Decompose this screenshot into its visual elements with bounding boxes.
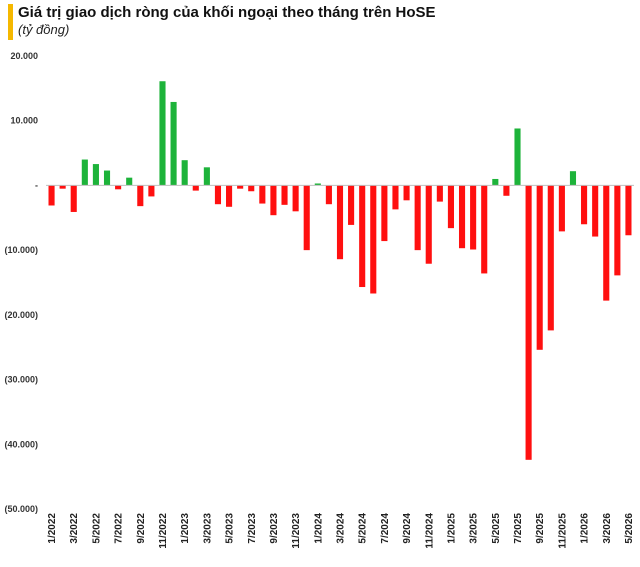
y-tick-label: (30.000) [4, 375, 38, 385]
x-tick-label: 3/2022 [69, 513, 80, 544]
x-tick-label: 5/2023 [225, 513, 236, 544]
bar-5-2026 [625, 185, 632, 236]
bar-7-2023 [248, 185, 255, 192]
bar-2-2025 [458, 185, 466, 249]
bar-6-2024 [370, 185, 377, 294]
bar-4-2022 [81, 159, 88, 186]
y-tick-label: (10.000) [4, 245, 38, 255]
x-tick-label: 1/2022 [47, 513, 58, 544]
bar-10-2024 [414, 185, 421, 251]
bar-8-2022 [126, 177, 133, 186]
y-axis: 20.000 10.000 - (10.000) (20.000) (30.000) (40… [4, 51, 38, 514]
x-tick-label: 11/2024 [424, 513, 435, 549]
x-tick-label: 9/2022 [136, 513, 147, 544]
y-tick-label: 10.000 [10, 116, 38, 126]
chart-title: Giá trị giao dịch ròng của khối ngoại th… [18, 4, 436, 21]
bar-4-2025 [481, 185, 488, 274]
x-tick-label: 1/2024 [313, 513, 324, 544]
x-tick-label: 11/2022 [158, 513, 169, 549]
bar-12-2025 [569, 171, 577, 186]
bar-1-2023 [181, 160, 188, 186]
bar-8-2024 [392, 185, 399, 210]
bar-5-2022 [92, 164, 99, 186]
x-tick-label: 1/2023 [180, 513, 191, 544]
bar-3-2024 [336, 185, 344, 260]
bar-9-2025 [536, 185, 543, 350]
bar-10-2023 [281, 185, 288, 205]
bar-2-2024 [325, 185, 332, 205]
bar-9-2024 [403, 185, 410, 201]
x-tick-label: 5/2025 [491, 513, 502, 544]
bar-11-2025 [558, 185, 565, 232]
bar-12-2023 [303, 185, 310, 251]
bar-7-2024 [381, 185, 388, 242]
bar-7-2022 [115, 185, 122, 190]
bar-3-2026 [603, 185, 610, 301]
bar-8-2023 [259, 185, 266, 204]
x-tick-label: 3/2024 [336, 513, 347, 544]
x-tick-label: 9/2025 [535, 513, 546, 544]
x-tick-label: 7/2025 [513, 513, 524, 544]
bar-8-2025 [525, 185, 532, 460]
x-tick-label: 5/2022 [91, 513, 102, 544]
title-accent-bar [8, 4, 13, 40]
x-tick-label: 7/2023 [247, 513, 258, 544]
bar-4-2023 [214, 185, 222, 205]
bar-5-2025 [492, 178, 499, 186]
y-tick-label: 20.000 [10, 51, 38, 61]
y-tick-label: - [35, 180, 38, 190]
x-tick-label: 3/2025 [469, 513, 480, 544]
bar-7-2025 [514, 128, 521, 186]
bar-1-2024 [314, 183, 321, 186]
bar-10-2022 [148, 185, 155, 197]
x-tick-label: 11/2023 [291, 513, 302, 549]
bar-6-2023 [237, 185, 244, 189]
chart-subtitle: (tỷ đồng) [18, 22, 70, 37]
x-tick-label: 1/2026 [580, 513, 591, 544]
bar-11-2022 [159, 81, 166, 186]
x-axis: 1/2022 3/2022 5/2022 7/2022 9/2022 11/2022 1/2… [47, 513, 635, 549]
x-tick-label: 5/2024 [358, 513, 369, 544]
bar-9-2023 [270, 185, 277, 216]
bar-5-2024 [359, 185, 366, 288]
bar-1-2022 [48, 185, 55, 206]
x-tick-label: 3/2026 [602, 513, 613, 544]
bar-10-2025 [547, 185, 554, 331]
bar-6-2025 [503, 185, 510, 196]
y-tick-label: (20.000) [4, 310, 38, 320]
x-tick-label: 7/2022 [114, 513, 125, 544]
x-tick-label: 1/2025 [446, 513, 457, 544]
y-tick-label: (50.000) [4, 504, 38, 514]
bar-3-2025 [470, 185, 477, 250]
bar-5-2023 [226, 185, 233, 207]
bar-1-2026 [581, 185, 588, 225]
bar-3-2023 [203, 167, 210, 186]
bar-11-2023 [292, 185, 299, 212]
x-tick-label: 5/2026 [624, 513, 635, 544]
bar-4-2026 [614, 185, 621, 276]
bar-3-2022 [70, 185, 77, 212]
x-tick-label: 9/2023 [269, 513, 280, 544]
bar-2-2023 [192, 185, 199, 191]
bar-6-2022 [103, 170, 111, 186]
x-tick-label: 3/2023 [202, 513, 213, 544]
x-tick-label: 11/2025 [557, 513, 568, 549]
bar-12-2024 [436, 185, 443, 202]
bar-11-2024 [425, 185, 432, 264]
bar-2-2026 [592, 185, 599, 237]
y-tick-label: (40.000) [4, 439, 38, 449]
bar-4-2024 [348, 185, 355, 225]
bar-2-2022 [59, 185, 66, 189]
bar-12-2022 [170, 101, 177, 186]
x-tick-label: 7/2024 [380, 513, 391, 544]
bars-group [48, 81, 632, 460]
bar-9-2022 [137, 185, 144, 207]
bar-1-2025 [447, 185, 454, 229]
x-tick-label: 9/2024 [402, 513, 413, 544]
